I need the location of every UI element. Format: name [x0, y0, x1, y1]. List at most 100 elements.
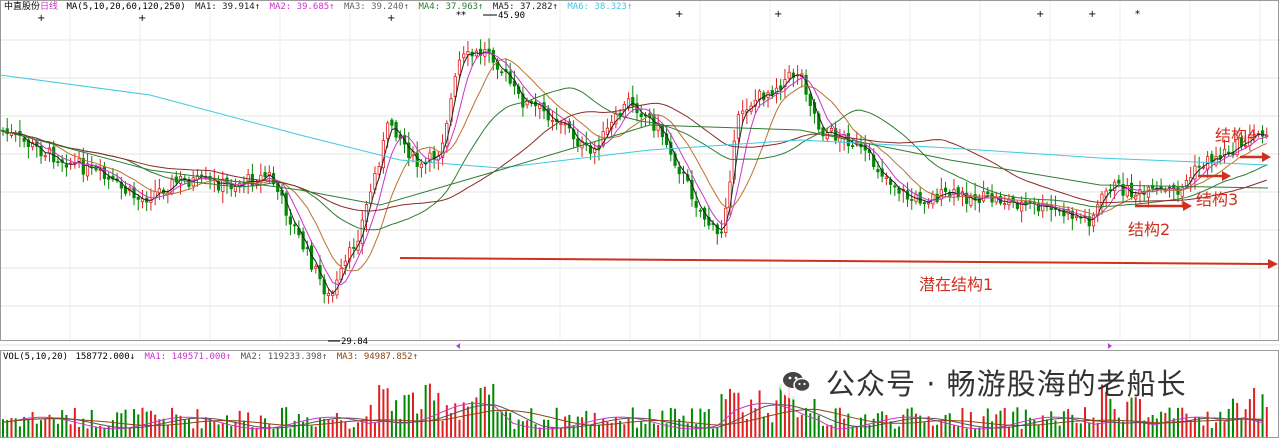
candle-body [939, 189, 943, 200]
candle-body [677, 166, 681, 175]
scroll-left-icon[interactable] [456, 343, 460, 349]
ma-params: MA(5,10,20,60,120,250) [66, 2, 185, 12]
candle-body [1087, 216, 1091, 227]
candle-body [216, 181, 221, 191]
candle-body [479, 48, 483, 56]
candle-body [94, 167, 98, 171]
candle-body [614, 112, 618, 125]
candle-body [56, 161, 60, 163]
candle-body [22, 137, 26, 142]
candle-body [1252, 133, 1256, 137]
candle-body [293, 224, 297, 227]
structure1-label: 潜在结构1 [919, 275, 993, 294]
candle-body [1036, 202, 1041, 212]
svg-text:VOL(5,10,20) 158772.000↓: VOL(5,10,20) 158772.000↓ MA1: 149571.000… [3, 352, 418, 362]
candle-body [390, 119, 394, 126]
candle-body [550, 120, 555, 122]
candlestick-series [1, 38, 1269, 304]
candle-body [787, 71, 791, 79]
candle-body [466, 51, 470, 56]
candle-body [453, 76, 457, 97]
candle-body [233, 186, 238, 192]
event-marker: + [675, 9, 683, 20]
candle-body [136, 196, 140, 200]
candle-body [428, 152, 432, 163]
candle-body [1091, 214, 1096, 227]
candle-body [487, 48, 491, 54]
candle-body [457, 59, 462, 75]
candle-body [343, 260, 347, 266]
candle-body [500, 71, 504, 74]
candle-body [872, 154, 876, 168]
event-marker: + [37, 13, 45, 24]
candle-body [1197, 165, 1201, 168]
vol-params: VOL(5,10,20) [3, 352, 68, 362]
period-label: 日线 [40, 0, 58, 12]
event-marker: * [1135, 9, 1140, 20]
candle-body [508, 71, 512, 84]
candle-body [918, 192, 922, 204]
candle-body [1180, 186, 1184, 197]
event-marker: + [1088, 9, 1096, 20]
candle-body [81, 158, 85, 175]
ma6-line [0, 74, 1269, 169]
structure3-label: 结构3 [1196, 190, 1238, 209]
structure2-arrowhead [1183, 201, 1192, 211]
candle-body [386, 122, 390, 139]
ma2-value: MA2: 39.685↑ [270, 2, 335, 12]
candle-body [1129, 182, 1134, 197]
candle-body [829, 128, 834, 132]
volume-bars [2, 383, 1268, 437]
candle-body [626, 98, 631, 108]
event-marker: + [387, 13, 395, 24]
candle-body [715, 224, 719, 235]
candle-body [347, 247, 352, 262]
candle-body [360, 219, 364, 244]
candle-body [288, 216, 293, 225]
scroll-right-icon[interactable] [1108, 343, 1112, 349]
ma4-line [0, 124, 1269, 206]
candle-body [1239, 137, 1244, 147]
candle-body [559, 123, 563, 125]
high-price-label: 45.90 [498, 11, 525, 21]
candle-body [588, 145, 593, 154]
candle-body [563, 123, 567, 126]
candle-body [1218, 155, 1222, 159]
candle-body [1015, 203, 1020, 209]
candle-body [1193, 165, 1197, 180]
candle-body [694, 200, 698, 208]
vol-ma3: MA3: 94987.852↑ [337, 352, 418, 362]
low-price-label: 29.84 [341, 337, 368, 347]
candle-body [314, 266, 318, 269]
candle-body [1074, 215, 1079, 219]
candle-body [791, 72, 795, 78]
wechat-icon [778, 363, 816, 401]
candle-body [1214, 156, 1218, 166]
candle-body [415, 152, 419, 167]
ma-line [2, 52, 1267, 286]
candle-body [1020, 201, 1024, 212]
event-marker: + [774, 9, 782, 20]
candle-body [30, 142, 35, 148]
candle-body [631, 97, 635, 107]
event-marker: + [1036, 9, 1044, 20]
candle-body [905, 190, 910, 200]
candle-body [64, 164, 68, 168]
candle-body [1235, 138, 1239, 156]
candle-body [533, 101, 538, 107]
candle-body [639, 113, 643, 118]
candle-body [1113, 181, 1117, 192]
candle-body [783, 79, 787, 87]
volume-moving-averages [2, 402, 1264, 430]
candle-body [956, 187, 960, 198]
ma1-value: MA1: 39.914↑ [195, 2, 260, 12]
candle-body [26, 139, 30, 147]
vol-value: 158772.000↓ [75, 352, 135, 362]
candle-body [707, 216, 711, 226]
price-panel-border [0, 0, 1279, 341]
candle-body [1222, 148, 1227, 157]
candle-body [808, 93, 812, 106]
event-marker: + [138, 13, 146, 24]
candle-body [770, 90, 774, 96]
